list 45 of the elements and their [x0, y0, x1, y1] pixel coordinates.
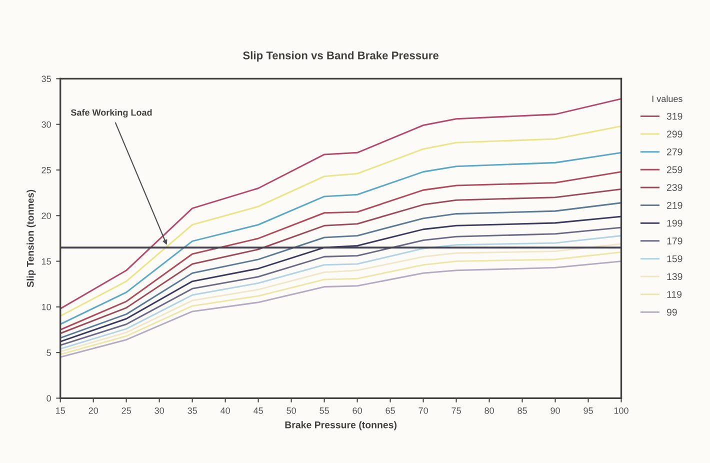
legend-label: 159	[667, 255, 682, 262]
y-tick-label: 25	[42, 166, 51, 174]
y-tick-label: 30	[42, 121, 51, 128]
y-axis-title: Slip Tension (tonnes)	[26, 190, 36, 288]
x-tick-label: 25	[122, 407, 131, 414]
y-tick-label: 20	[42, 212, 51, 219]
line-series	[60, 98, 622, 310]
y-tick-label: 0	[46, 395, 51, 402]
x-axis-title: Brake Pressure (tonnes)	[285, 421, 397, 430]
x-tick-label: 40	[220, 407, 230, 414]
x-tick-label: 100	[614, 407, 628, 414]
x-tick-label: 35	[188, 407, 197, 414]
x-tick-label: 60	[352, 407, 362, 414]
x-tick-label: 55	[320, 408, 329, 414]
y-tick-label: 10	[42, 304, 51, 310]
x-tick-label: 15	[56, 408, 65, 414]
y-tick-label: 35	[42, 76, 51, 82]
legend-label: 319	[666, 112, 682, 120]
legend-label: 139	[667, 273, 682, 280]
x-tick-label: 65	[386, 407, 395, 414]
x-tick-label: 45	[254, 408, 263, 414]
y-tick-label: 15	[42, 258, 51, 265]
legend-label: 299	[666, 130, 682, 138]
legend-label: 239	[666, 184, 682, 191]
annotation: Safe Working Load	[70, 109, 152, 118]
legend-label: 279	[666, 148, 682, 156]
line-series	[60, 125, 622, 317]
x-tick-label: 85	[518, 407, 527, 414]
y-tick-label: 5	[46, 350, 51, 356]
chart-title: Slip Tension vs Band Brake Pressure	[243, 51, 439, 62]
x-tick-label: 20	[88, 407, 98, 414]
legend-label: 259	[666, 166, 682, 174]
legend-label: 99	[666, 308, 677, 316]
x-tick-label: 80	[484, 407, 494, 414]
legend-title: I values	[652, 95, 682, 102]
x-tick-label: 95	[584, 407, 593, 414]
x-tick-label: 70	[418, 407, 428, 414]
legend-label: 219	[666, 202, 682, 209]
x-tick-label: 50	[286, 407, 296, 414]
x-tick-label: 75	[452, 408, 461, 414]
legend-label: 119	[667, 290, 682, 298]
x-tick-label: 30	[154, 407, 164, 414]
x-tick-label: 90	[550, 407, 560, 414]
legend-label: 199	[667, 220, 682, 227]
legend-label: 179	[667, 238, 682, 244]
